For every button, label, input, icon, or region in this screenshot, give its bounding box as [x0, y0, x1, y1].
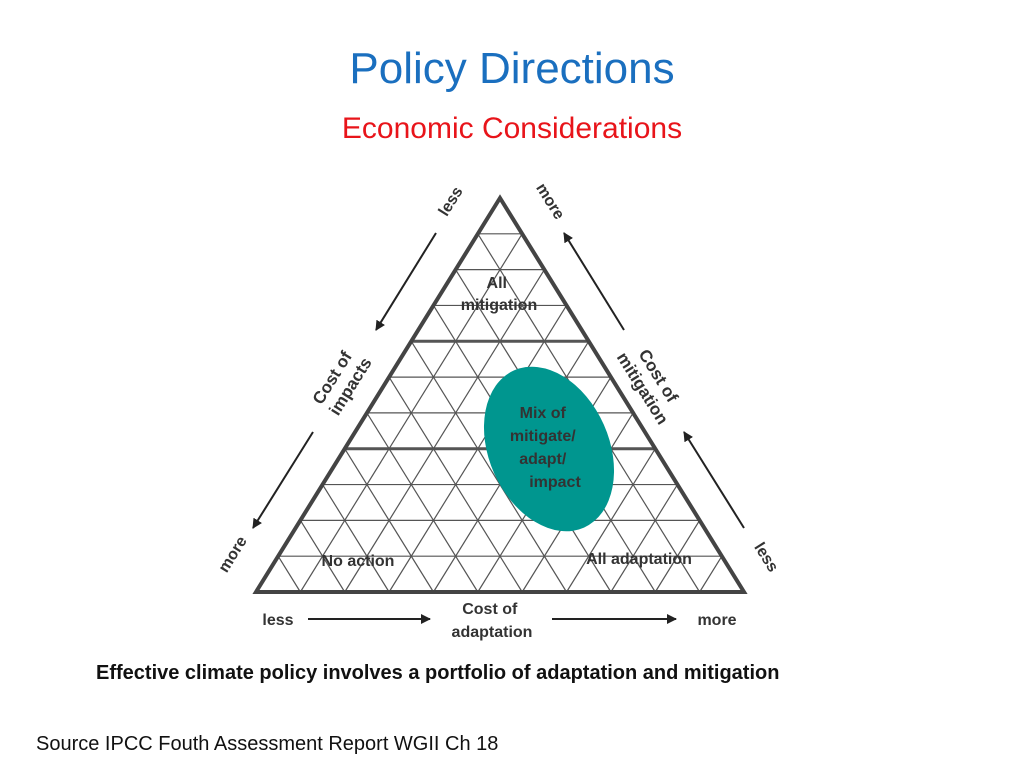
bottom-axis-right-end: more [697, 612, 736, 629]
slide-caption: Effective climate policy involves a port… [96, 662, 780, 684]
grid-line [322, 484, 390, 593]
slide-subtitle: Economic Considerations [341, 112, 683, 145]
grid-line [699, 555, 723, 593]
grid-line [299, 233, 523, 593]
right-axis-bottom-end: less [750, 540, 781, 576]
source-citation: Source IPCC Fouth Assessment Report WGII… [36, 733, 499, 755]
right-axis-arrow-upper [563, 232, 625, 331]
all-adaptation-label: All adaptation [586, 551, 692, 568]
all-mitigation-label: All mitigation [461, 275, 537, 314]
grid-line [410, 340, 568, 593]
bottom-axis-left-end: less [262, 612, 293, 629]
grid-line [610, 484, 678, 593]
left-axis-arrow-lower [252, 431, 314, 529]
right-axis-arrow-lower [683, 431, 745, 529]
triangle-outline [252, 194, 748, 594]
left-axis-bottom-end: more [216, 533, 251, 575]
policy-triangle-diagram: All mitigation Mix of mitigate/ adapt/ i… [216, 181, 782, 641]
grid-line [277, 555, 301, 593]
right-axis-top-end: more [532, 181, 567, 223]
grid-line [388, 305, 568, 593]
mix-region-label: Mix of mitigate/ adapt/ impact [510, 405, 582, 491]
left-axis-arrow-upper [375, 232, 437, 331]
right-axis-label: Cost of mitigation [613, 338, 689, 428]
grid-line [366, 412, 479, 593]
bottom-axis-label: Cost of adaptation [452, 601, 533, 641]
no-action-label: No action [322, 553, 395, 570]
slide-title: Policy Directions [349, 44, 675, 93]
mix-region-ellipse [483, 366, 615, 532]
grid-line [344, 269, 545, 593]
left-axis-top-end: less [436, 184, 467, 220]
left-axis-label: Cost of impacts [308, 344, 375, 419]
